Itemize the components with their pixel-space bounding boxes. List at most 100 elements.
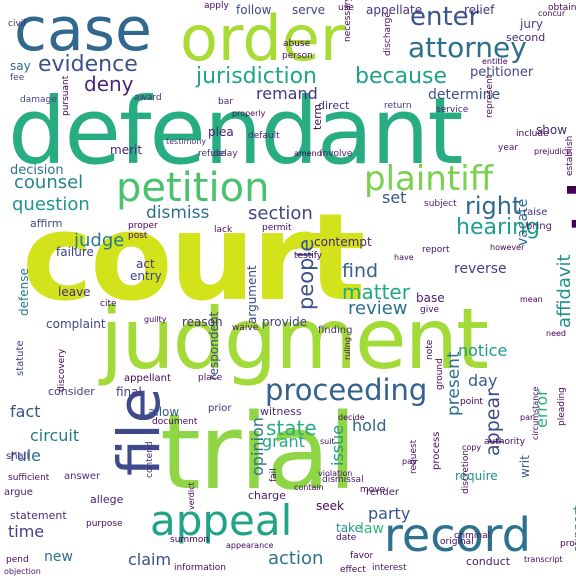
word: interest [372, 563, 407, 573]
word: damage [20, 95, 57, 105]
word: provide [262, 315, 308, 329]
word: term [311, 103, 324, 130]
word: relief [464, 3, 495, 17]
word: follow [236, 3, 272, 17]
word: second [506, 31, 546, 44]
word: shall [6, 451, 30, 462]
word: plaintiff [364, 159, 494, 199]
word: waive [232, 323, 259, 333]
word: cite [100, 299, 117, 309]
word: enter [410, 2, 480, 32]
word: proceed [560, 539, 576, 549]
word: find [342, 260, 379, 282]
word: return [384, 101, 412, 111]
word: raise [523, 207, 548, 218]
word: final [116, 385, 142, 399]
word: testify [294, 251, 323, 261]
word: favor [350, 551, 374, 561]
word: statement [10, 509, 67, 522]
word: represent [485, 74, 495, 118]
word: plea [208, 125, 234, 139]
word: sufficient [8, 473, 50, 483]
word: testimony [166, 137, 207, 146]
word: petition [116, 165, 270, 211]
word: establish [565, 135, 575, 176]
word: section [248, 203, 313, 224]
word: because [355, 64, 448, 89]
word: seek [316, 499, 344, 513]
word: new [44, 549, 73, 565]
word: appellant [124, 373, 171, 384]
word: day [468, 371, 498, 390]
word: appearance [226, 541, 274, 550]
word: civil [8, 19, 26, 29]
word: action [268, 548, 324, 569]
word: effect [340, 565, 366, 575]
word: party [368, 504, 411, 523]
word: claim [128, 550, 172, 569]
word: merit [110, 143, 143, 157]
word: bring [526, 221, 552, 232]
word: conduct [466, 555, 511, 568]
word: ground [435, 358, 445, 390]
word: copy [462, 443, 482, 452]
word: lack [214, 225, 233, 235]
word: abuse [283, 39, 311, 49]
word: deny [84, 72, 134, 96]
word: permit [262, 223, 292, 233]
word: charge [248, 489, 286, 502]
word: require [455, 469, 498, 483]
word: give [420, 305, 440, 315]
word: serve [292, 3, 326, 17]
word: prior [208, 403, 232, 414]
word: amend [294, 149, 322, 158]
word: contain [294, 483, 324, 492]
word: contempt [314, 235, 372, 249]
word: reason [182, 315, 223, 329]
word: proper [128, 221, 158, 231]
word: information [174, 563, 226, 573]
word: allow [148, 405, 180, 419]
word: authority [484, 437, 526, 447]
word: failure [56, 245, 94, 259]
word: opinion [248, 417, 267, 476]
word: hold [352, 416, 387, 435]
word: bar [218, 97, 233, 107]
word: affirm [30, 217, 63, 230]
word: remand [256, 84, 318, 103]
word: matter [342, 280, 410, 304]
word: involve [320, 149, 353, 159]
word: pay [402, 457, 417, 466]
word: hearing [456, 215, 541, 240]
word: attorney [408, 31, 527, 64]
word: criminal [454, 531, 491, 541]
word: default [248, 131, 280, 141]
word: decision [10, 163, 64, 178]
word: base [416, 291, 445, 305]
word: rule [10, 446, 42, 465]
word: decide [338, 413, 365, 422]
word: violation [318, 469, 353, 478]
word: counsel [14, 172, 84, 193]
word: jury [520, 17, 543, 31]
word: notice [458, 341, 508, 360]
word: subject [424, 199, 457, 209]
word: reverse [454, 261, 507, 277]
word: court [22, 189, 366, 328]
word: writ [518, 455, 532, 478]
word: pend [6, 555, 29, 565]
word: show [536, 123, 568, 137]
word: point [460, 397, 483, 407]
word: appeal [150, 496, 293, 545]
word: note [425, 339, 435, 360]
word: right [465, 192, 522, 220]
word: circuit [30, 426, 80, 445]
word: law [360, 521, 384, 537]
word: delay [213, 149, 238, 159]
word: witness [260, 405, 302, 418]
word: report [422, 245, 450, 255]
word: award [134, 93, 162, 103]
word: record [384, 508, 531, 562]
word: original [440, 537, 474, 547]
